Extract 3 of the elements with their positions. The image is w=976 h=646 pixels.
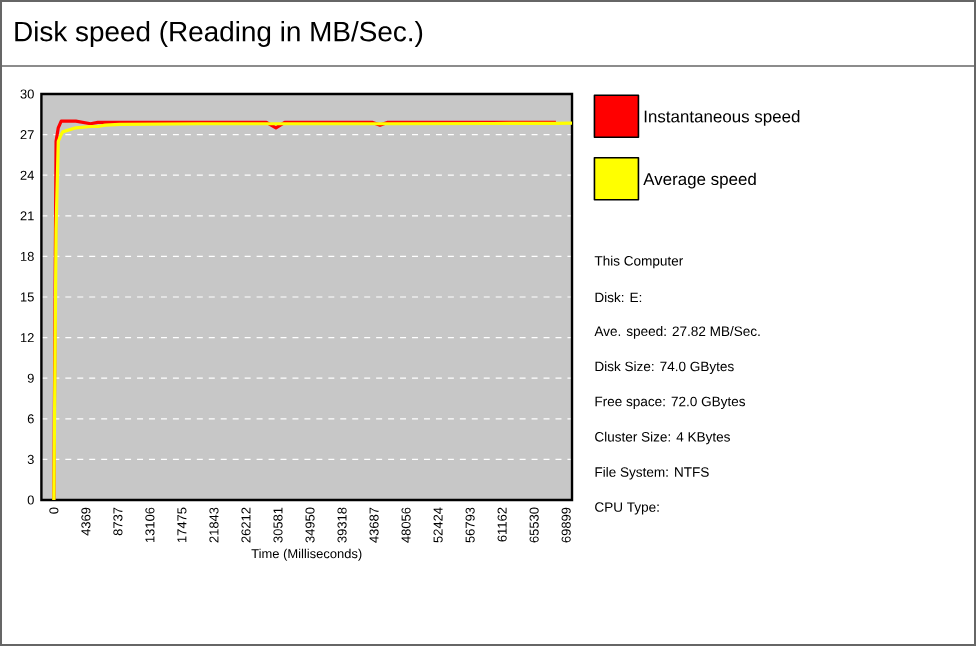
text: Instantaneous speed (644, 110, 800, 126)
text: Average speed (643, 172, 756, 189)
chart-title: Disk speed (Reading in MB/Sec.) (15, 21, 423, 47)
